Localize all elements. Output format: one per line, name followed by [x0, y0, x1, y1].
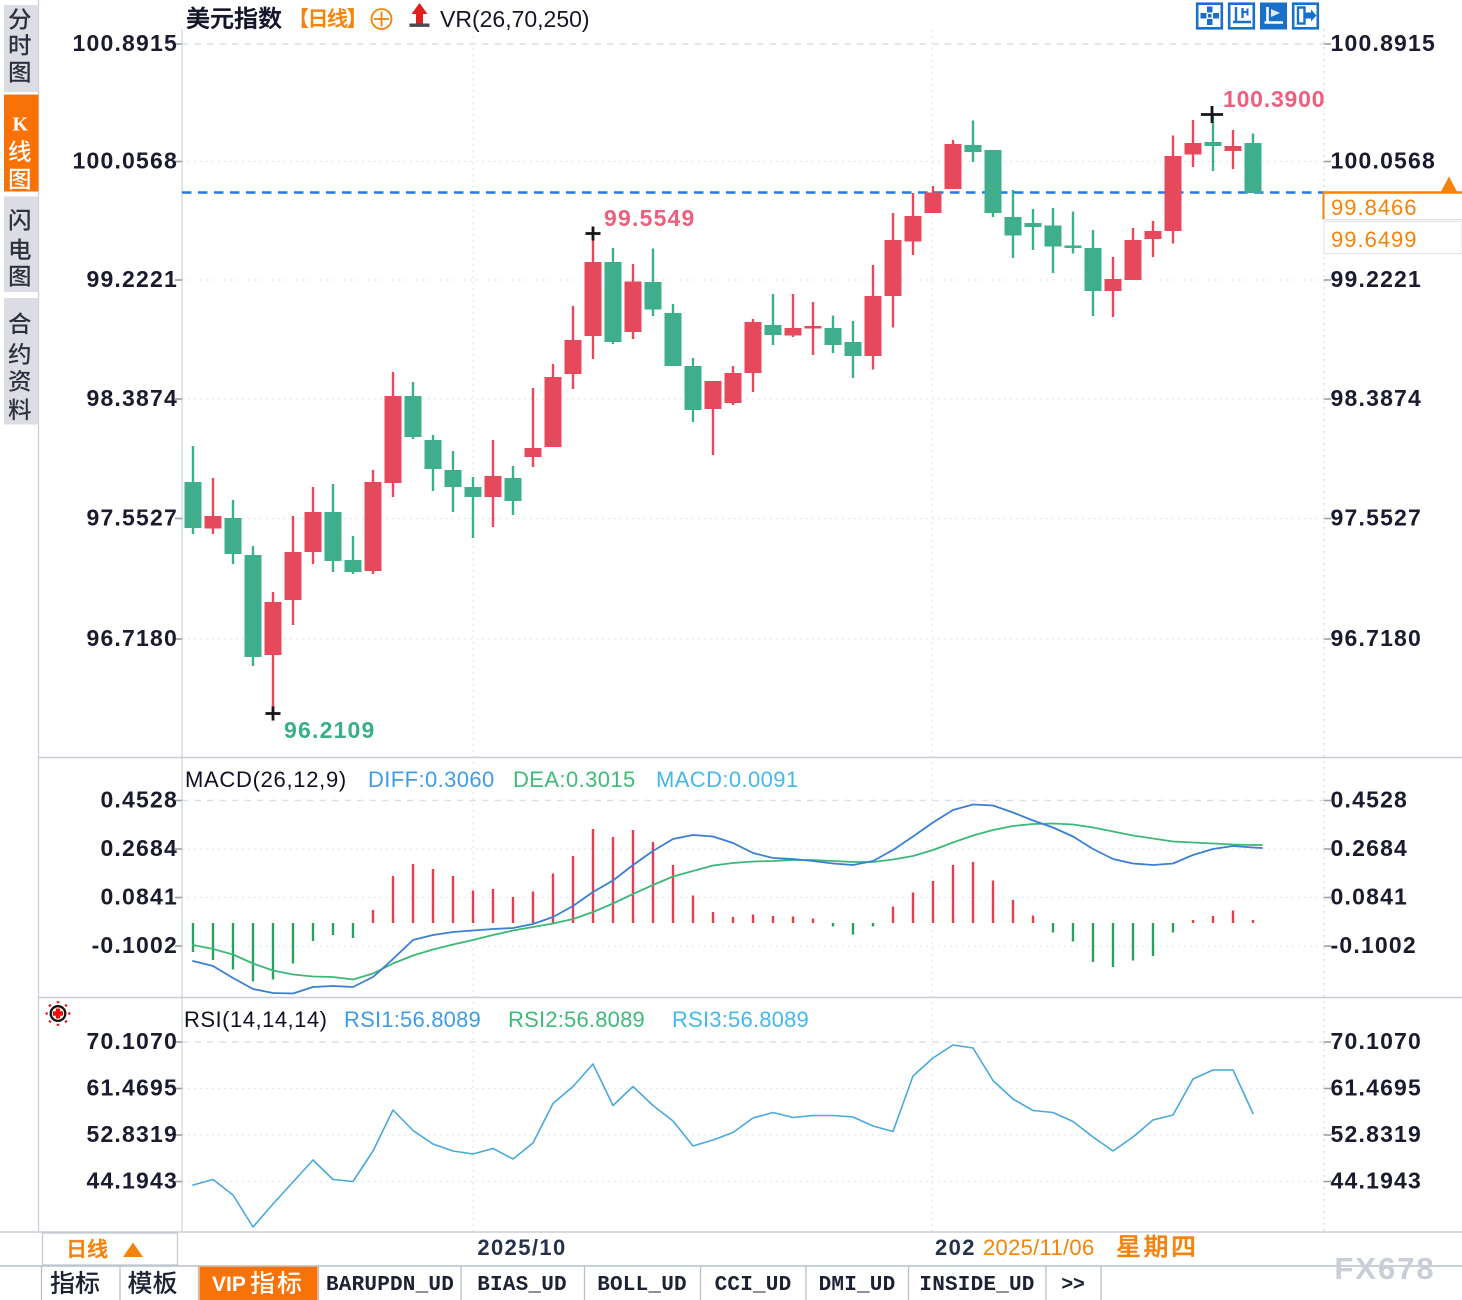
svg-text:RSI(14,14,14): RSI(14,14,14) — [184, 1007, 327, 1032]
svg-text:98.3874: 98.3874 — [86, 385, 178, 411]
svg-text:0.2684: 0.2684 — [100, 835, 178, 861]
svg-text:100.0568: 100.0568 — [72, 148, 178, 174]
svg-text:DEA:0.3015: DEA:0.3015 — [513, 767, 636, 792]
svg-text:202: 202 — [935, 1235, 976, 1260]
svg-text:99.6499: 99.6499 — [1331, 227, 1418, 252]
svg-text:98.3874: 98.3874 — [1331, 385, 1423, 411]
svg-text:100.8915: 100.8915 — [1331, 30, 1437, 56]
svg-text:61.4695: 61.4695 — [1331, 1075, 1423, 1101]
svg-text:DIFF:0.3060: DIFF:0.3060 — [368, 767, 495, 792]
svg-text:INSIDE_UD: INSIDE_UD — [919, 1274, 1034, 1297]
svg-text:-0.1002: -0.1002 — [92, 932, 178, 958]
svg-text:2025/11/06: 2025/11/06 — [983, 1235, 1094, 1260]
svg-text:0.4528: 0.4528 — [100, 787, 178, 813]
svg-text:MACD(26,12,9): MACD(26,12,9) — [185, 767, 347, 792]
svg-text:CCI_UD: CCI_UD — [715, 1274, 792, 1297]
svg-text:VR(26,70,250): VR(26,70,250) — [440, 6, 590, 32]
svg-text:61.4695: 61.4695 — [86, 1075, 178, 1101]
svg-text:BOLL_UD: BOLL_UD — [597, 1274, 687, 1297]
svg-text:97.5527: 97.5527 — [86, 505, 178, 531]
svg-text:0.4528: 0.4528 — [1331, 787, 1409, 813]
svg-text:0.0841: 0.0841 — [1331, 884, 1409, 910]
svg-text:2025/10: 2025/10 — [477, 1235, 566, 1260]
svg-text:99.2221: 99.2221 — [86, 266, 178, 292]
svg-text:K: K — [13, 114, 29, 136]
svg-text:BIAS_UD: BIAS_UD — [477, 1274, 567, 1297]
svg-text:DMI_UD: DMI_UD — [819, 1274, 896, 1297]
svg-text:RSI2:56.8089: RSI2:56.8089 — [508, 1007, 645, 1032]
svg-text:FX678: FX678 — [1334, 1251, 1435, 1286]
svg-text:96.7180: 96.7180 — [86, 625, 178, 651]
svg-text:44.1943: 44.1943 — [86, 1168, 178, 1194]
svg-text:100.3900: 100.3900 — [1223, 86, 1325, 112]
svg-text:96.2109: 96.2109 — [284, 717, 376, 743]
svg-text:52.8319: 52.8319 — [1331, 1121, 1423, 1147]
svg-text:70.1070: 70.1070 — [1331, 1028, 1423, 1054]
svg-text:52.8319: 52.8319 — [86, 1121, 178, 1147]
svg-text:100.8915: 100.8915 — [72, 30, 178, 56]
svg-text:44.1943: 44.1943 — [1331, 1168, 1423, 1194]
svg-text:0.2684: 0.2684 — [1331, 835, 1409, 861]
svg-text:VIP: VIP — [212, 1273, 246, 1296]
svg-text:99.2221: 99.2221 — [1331, 266, 1423, 292]
svg-text:-0.1002: -0.1002 — [1331, 932, 1417, 958]
svg-text:99.8466: 99.8466 — [1331, 195, 1418, 220]
svg-text:97.5527: 97.5527 — [1331, 505, 1423, 531]
svg-text:RSI3:56.8089: RSI3:56.8089 — [672, 1007, 809, 1032]
svg-text:RSI1:56.8089: RSI1:56.8089 — [344, 1007, 481, 1032]
svg-text:100.0568: 100.0568 — [1331, 148, 1437, 174]
svg-text:MACD:0.0091: MACD:0.0091 — [656, 767, 799, 792]
svg-text:>>: >> — [1061, 1273, 1084, 1295]
svg-text:BARUPDN_UD: BARUPDN_UD — [326, 1274, 454, 1297]
svg-text:99.5549: 99.5549 — [604, 205, 696, 231]
svg-text:0.0841: 0.0841 — [100, 884, 178, 910]
svg-text:70.1070: 70.1070 — [86, 1028, 178, 1054]
svg-text:96.7180: 96.7180 — [1331, 625, 1423, 651]
